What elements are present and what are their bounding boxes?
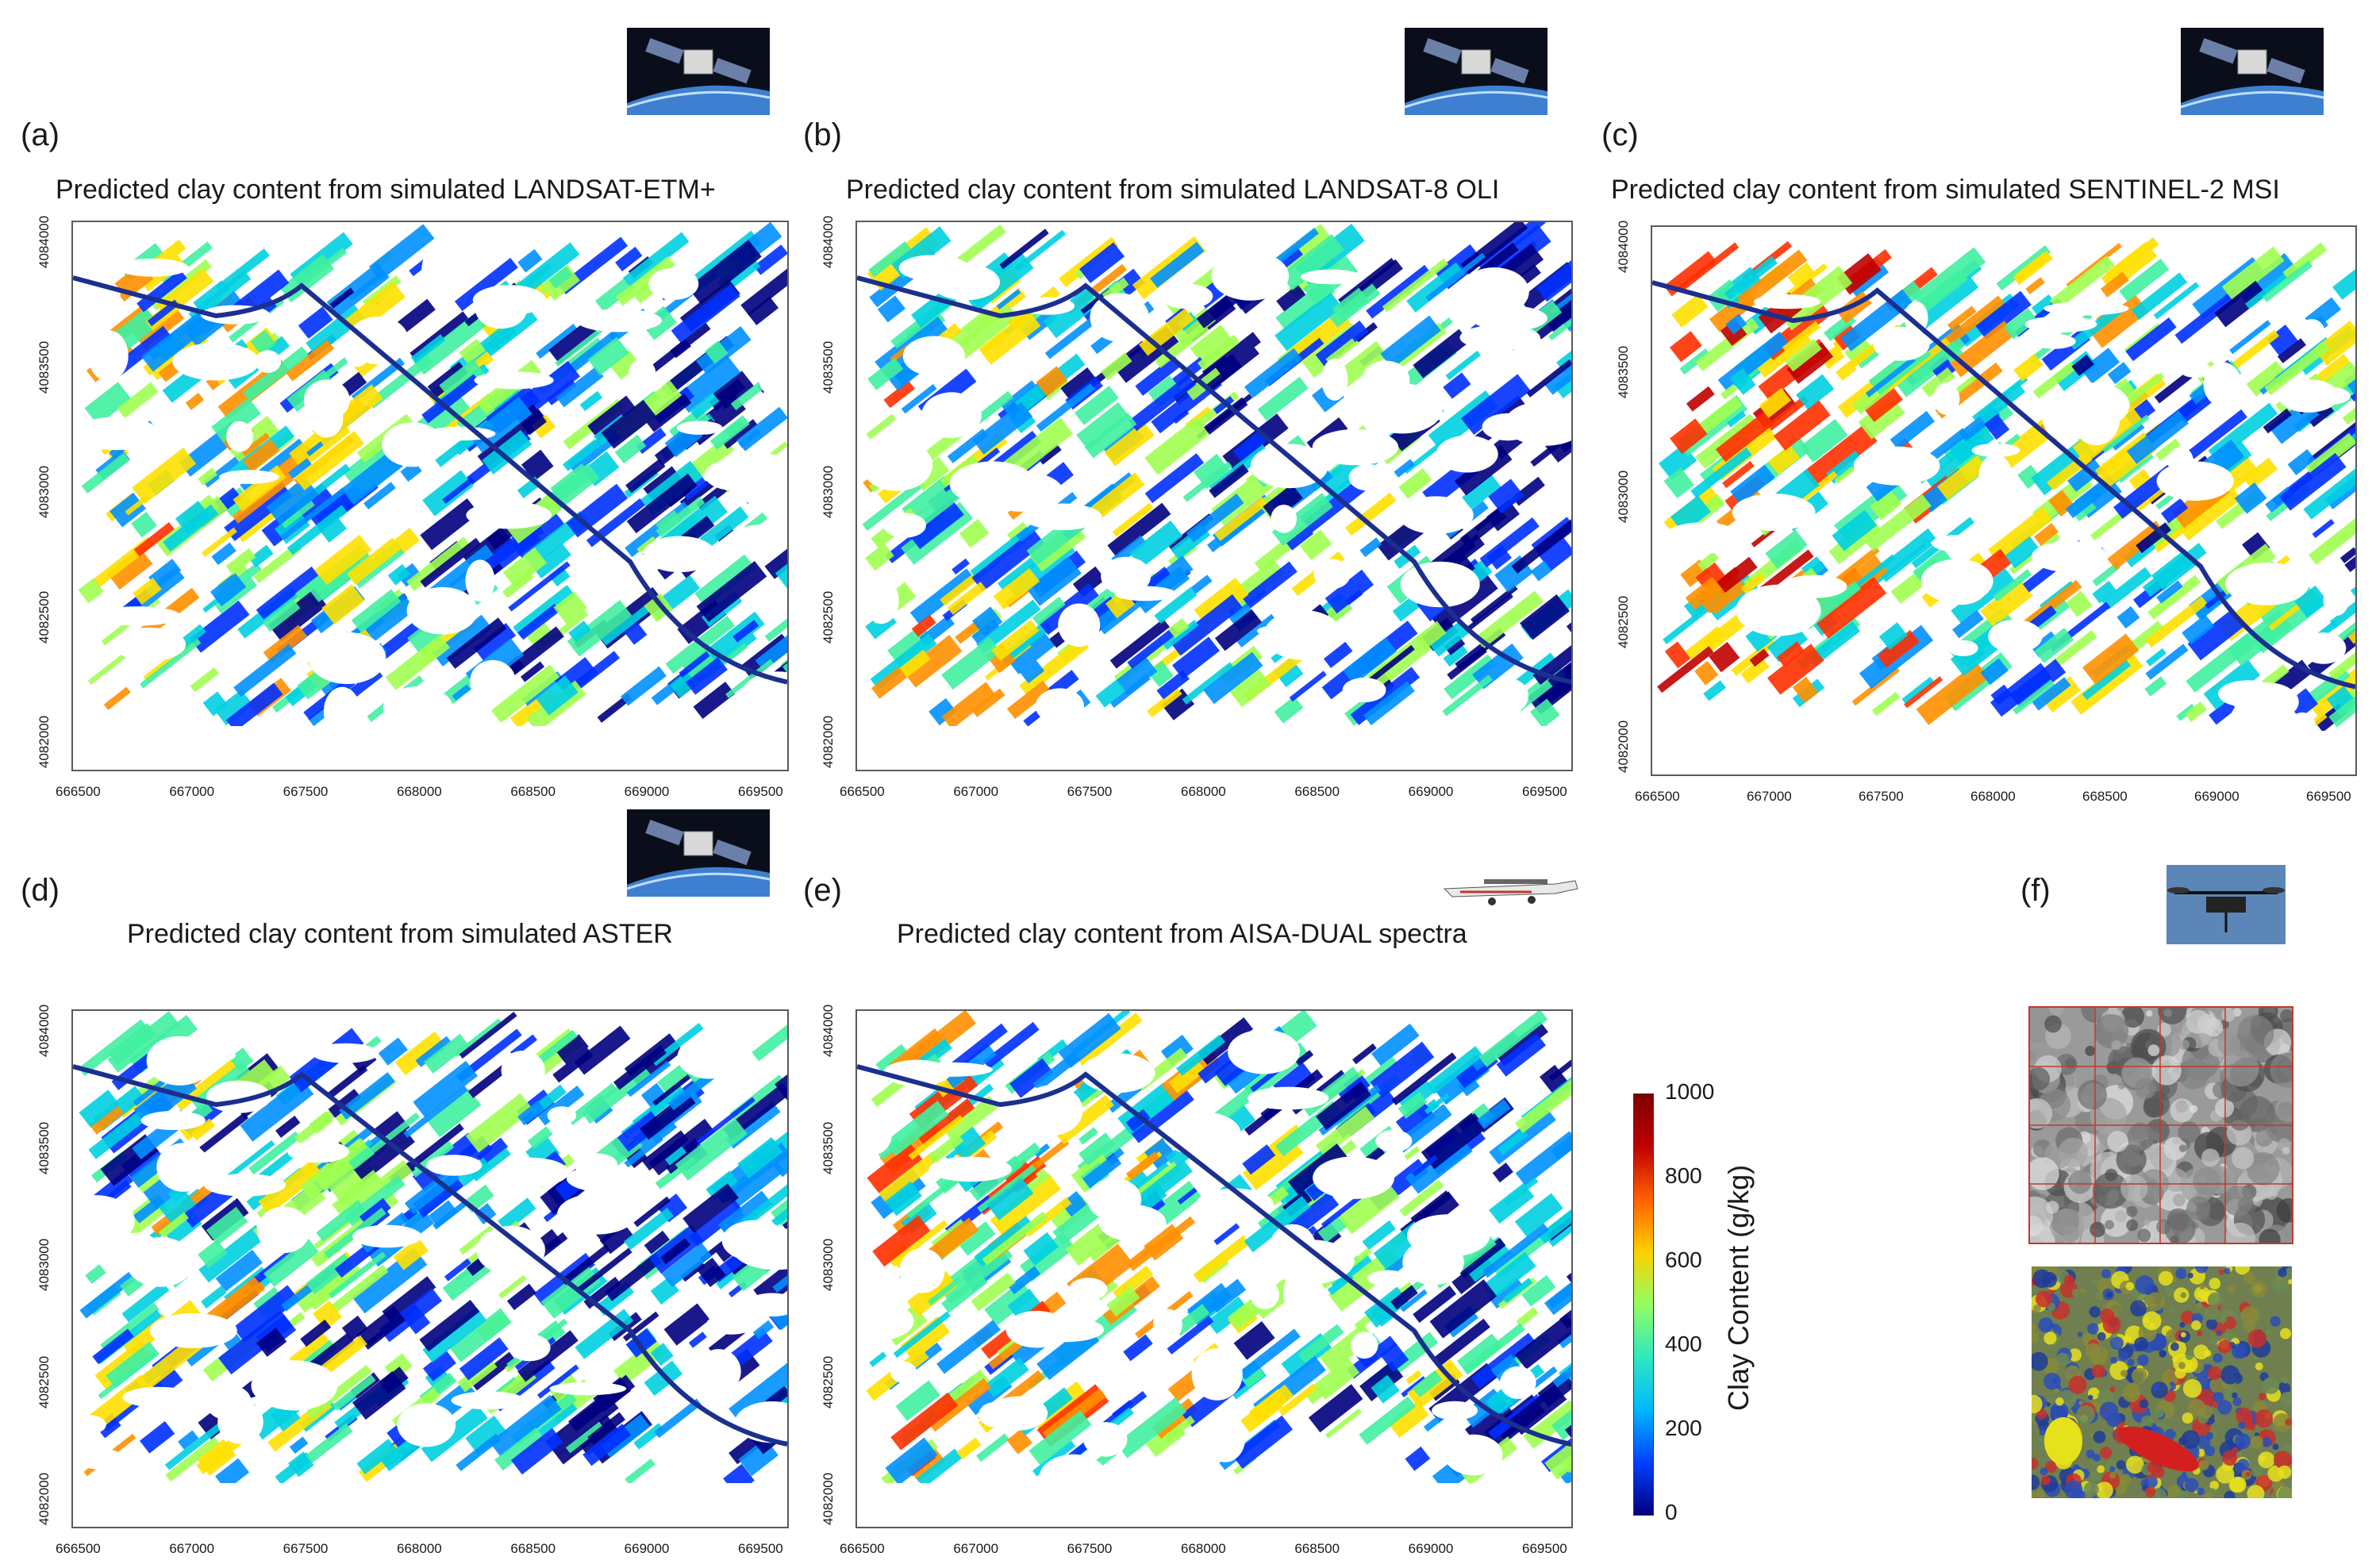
x-tick-label: 667500: [283, 1541, 329, 1556]
y-tick-label: 4083500: [821, 340, 836, 394]
y-tick-label: 4083000: [821, 1238, 836, 1291]
x-tick-label: 669500: [1522, 784, 1567, 799]
x-tick-label: 666500: [56, 784, 101, 799]
x-tick-label: 668000: [397, 1541, 442, 1556]
x-tick-label: 668500: [2082, 789, 2128, 804]
x-tick-label: 669500: [738, 1541, 783, 1556]
colorbar-tick: 200: [1665, 1416, 1702, 1440]
y-tick-label: 4082500: [37, 590, 52, 644]
x-tick-label: 668000: [1181, 1541, 1226, 1556]
y-tick-label: 4084000: [1616, 220, 1631, 273]
x-tick-label: 668000: [1970, 789, 2016, 804]
y-tick-label: 4082000: [1616, 720, 1631, 773]
clay-map: [1651, 225, 2357, 776]
colorbar-gradient: [1633, 1093, 1654, 1516]
x-tick-label: 668500: [510, 1541, 556, 1556]
x-tick-label: 668000: [1181, 784, 1226, 799]
clay-map: [71, 1009, 789, 1528]
drone-classified-image: [2032, 1266, 2292, 1498]
panel-title: Predicted clay content from simulated LA…: [846, 175, 1500, 205]
colorbar-tick: 0: [1665, 1500, 1678, 1524]
x-tick-label: 669000: [2194, 789, 2240, 804]
y-tick-label: 4084000: [37, 1004, 52, 1057]
y-tick-label: 4083000: [821, 465, 836, 518]
panel-title: Predicted clay content from simulated LA…: [56, 175, 716, 205]
y-tick-label: 4083500: [821, 1121, 836, 1174]
satellite-icon: [627, 809, 770, 897]
x-tick-label: 667000: [953, 784, 999, 799]
panel-title: Predicted clay content from simulated SE…: [1611, 175, 2280, 205]
x-tick-label: 669000: [1408, 784, 1454, 799]
panel-label: (a): [21, 117, 60, 152]
y-tick-label: 4084000: [821, 215, 836, 268]
clay-map: [855, 1009, 1573, 1528]
x-tick-label: 667500: [1067, 784, 1113, 799]
panel-label: (c): [1601, 117, 1639, 152]
x-tick-label: 666500: [840, 784, 885, 799]
satellite-icon: [2181, 28, 2324, 115]
y-tick-label: 4083500: [37, 1121, 52, 1174]
panel-label: (f): [2020, 873, 2051, 908]
colorbar-tick: 600: [1665, 1247, 1702, 1272]
x-tick-label: 669000: [1408, 1541, 1454, 1556]
x-tick-label: 669000: [624, 1541, 670, 1556]
x-tick-label: 667000: [1747, 789, 1792, 804]
x-tick-label: 668500: [1294, 1541, 1340, 1556]
y-tick-label: 4083500: [37, 340, 52, 394]
colorbar-tick: 800: [1665, 1163, 1702, 1188]
y-tick-label: 4083000: [37, 1238, 52, 1291]
y-tick-label: 4084000: [821, 1004, 836, 1057]
y-tick-label: 4082500: [821, 590, 836, 644]
panel-label: (e): [803, 873, 842, 908]
clay-map: [855, 221, 1573, 771]
y-tick-label: 4083500: [1616, 345, 1631, 398]
y-tick-label: 4082500: [821, 1355, 836, 1409]
clay-map: [71, 221, 789, 771]
x-tick-label: 669500: [2306, 789, 2351, 804]
x-tick-label: 669500: [1522, 1541, 1567, 1556]
colorbar-tick: 1000: [1665, 1079, 1715, 1104]
panel-title: Predicted clay content from AISA-DUAL sp…: [897, 919, 1467, 949]
drone-rgb-image: [2028, 1006, 2293, 1244]
y-tick-label: 4083000: [1616, 470, 1631, 523]
x-tick-label: 668500: [510, 784, 556, 799]
satellite-icon: [1405, 28, 1547, 115]
y-tick-label: 4082000: [821, 1472, 836, 1525]
y-tick-label: 4084000: [37, 215, 52, 268]
colorbar-tick: 400: [1665, 1332, 1702, 1356]
x-tick-label: 666500: [1635, 789, 1680, 804]
x-tick-label: 667000: [953, 1541, 999, 1556]
y-tick-label: 4082500: [37, 1355, 52, 1409]
y-tick-label: 4082000: [821, 715, 836, 768]
colorbar-title: Clay Content (g/kg): [1722, 1164, 1755, 1411]
satellite-icon: [627, 28, 770, 115]
panel-title: Predicted clay content from simulated AS…: [127, 919, 673, 949]
panel-label: (d): [21, 873, 60, 908]
aircraft-icon: [1443, 879, 1578, 905]
x-tick-label: 667000: [169, 784, 215, 799]
x-tick-label: 667500: [1067, 1541, 1113, 1556]
x-tick-label: 666500: [56, 1541, 101, 1556]
x-tick-label: 669000: [624, 784, 670, 799]
y-tick-label: 4083000: [37, 465, 52, 518]
y-tick-label: 4082000: [37, 1472, 52, 1525]
x-tick-label: 667500: [1859, 789, 1904, 804]
x-tick-label: 668500: [1294, 784, 1340, 799]
y-tick-label: 4082000: [37, 715, 52, 768]
y-tick-label: 4082500: [1616, 595, 1631, 648]
x-tick-label: 667000: [169, 1541, 215, 1556]
x-tick-label: 669500: [738, 784, 783, 799]
x-tick-label: 666500: [840, 1541, 885, 1556]
drone-icon: [2166, 865, 2286, 944]
x-tick-label: 667500: [283, 784, 329, 799]
panel-label: (b): [803, 117, 842, 152]
x-tick-label: 668000: [397, 784, 442, 799]
